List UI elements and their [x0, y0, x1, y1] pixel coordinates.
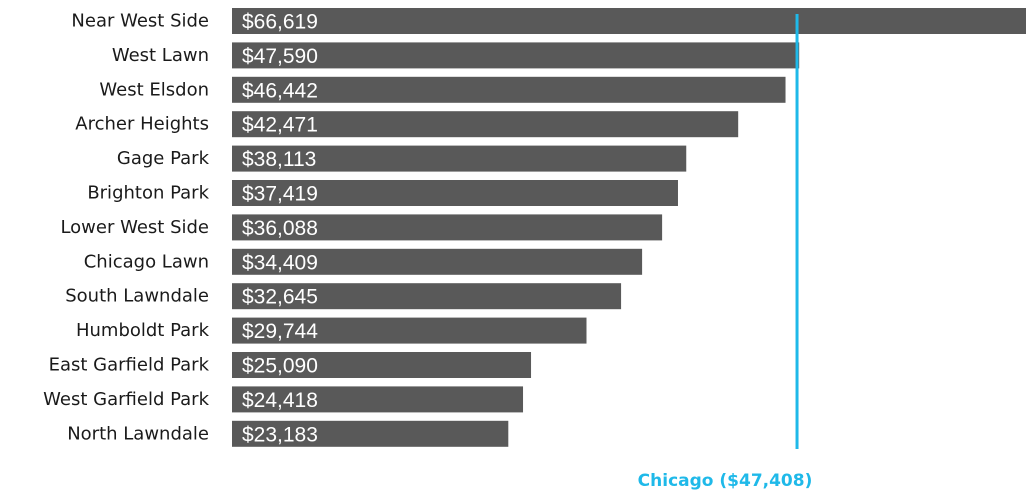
- bar-north-lawndale: [232, 420, 509, 447]
- chicago-reference-label: Chicago ($47,408): [638, 471, 813, 491]
- category-label-west-elsdon: West Elsdon: [99, 79, 209, 100]
- value-label-archer-heights: $42,471: [242, 114, 318, 137]
- value-label-brighton-park: $37,419: [242, 183, 318, 206]
- value-label-east-garfield-park: $25,090: [242, 355, 318, 378]
- bar-humboldt-park: [232, 317, 587, 344]
- category-label-south-lawndale: South Lawndale: [65, 286, 209, 307]
- bar-chicago-lawn: [232, 248, 643, 275]
- value-label-lower-west-side: $36,088: [242, 217, 318, 240]
- category-label-brighton-park: Brighton Park: [87, 183, 209, 204]
- category-label-humboldt-park: Humboldt Park: [76, 320, 210, 341]
- value-label-south-lawndale: $32,645: [242, 286, 318, 309]
- bar-east-garfield-park: [232, 352, 532, 378]
- bar-near-west-side: [232, 8, 1026, 34]
- bars-group: Near West Side $66,619 West Lawn $47,590 Wes…: [43, 8, 1026, 447]
- category-label-north-lawndale: North Lawndale: [67, 423, 209, 444]
- bar-south-lawndale: [232, 283, 622, 310]
- bar-lower-west-side: [232, 214, 663, 241]
- bar-archer-heights: [232, 111, 739, 138]
- value-label-chicago-lawn: $34,409: [242, 251, 318, 274]
- value-label-gage-park: $38,113: [242, 148, 316, 171]
- bar-west-elsdon: [232, 76, 786, 103]
- bar-gage-park: [232, 145, 687, 172]
- category-label-archer-heights: Archer Heights: [75, 114, 209, 135]
- value-label-west-lawn: $47,590: [242, 45, 318, 68]
- value-label-near-west-side: $66,619: [242, 11, 318, 34]
- value-label-north-lawndale: $23,183: [242, 423, 318, 446]
- category-label-west-garfield-park: West Garfield Park: [43, 389, 209, 410]
- bar-west-garfield-park: [232, 386, 524, 413]
- category-label-gage-park: Gage Park: [117, 148, 210, 169]
- value-label-west-elsdon: $46,442: [242, 79, 318, 102]
- category-label-east-garfield-park: East Garfield Park: [49, 355, 210, 376]
- category-label-near-west-side: Near West Side: [71, 11, 209, 32]
- value-label-humboldt-park: $29,744: [242, 320, 318, 343]
- bar-west-lawn: [232, 42, 800, 69]
- value-label-west-garfield-park: $24,418: [242, 389, 318, 412]
- category-label-lower-west-side: Lower West Side: [60, 217, 209, 238]
- bar-brighton-park: [232, 180, 678, 206]
- category-label-chicago-lawn: Chicago Lawn: [84, 251, 209, 272]
- category-label-west-lawn: West Lawn: [112, 45, 209, 66]
